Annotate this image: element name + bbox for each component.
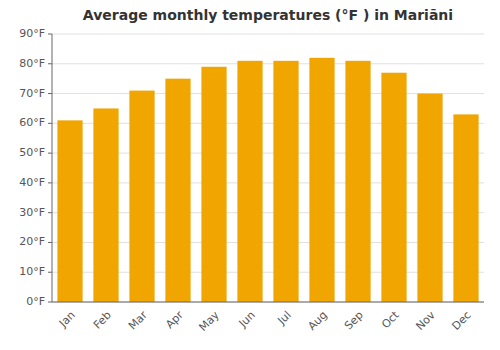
- y-axis-line: [52, 34, 53, 302]
- y-tick: [48, 182, 52, 183]
- bar: [201, 67, 226, 302]
- bar: [165, 79, 190, 302]
- y-tick-label: 90°F: [19, 27, 45, 40]
- chart: 0°F 10°F 20°F 30°F 40°F 50°F 60°F 70°F 80°F 90°F J…: [0, 0, 500, 350]
- x-tick-label: Oct: [379, 308, 402, 331]
- grid-line: [52, 34, 484, 35]
- x-axis: Jan Feb Mar Apr May Jun Jul Aug Sep Oct Nov Dec: [52, 302, 484, 334]
- grid-line: [52, 63, 484, 64]
- x-tick-label: Mar: [126, 308, 150, 332]
- x-tick-label: Sep: [342, 309, 366, 333]
- y-tick: [48, 34, 52, 35]
- x-tick-label: Jun: [236, 309, 258, 331]
- y-tick: [48, 153, 52, 154]
- y-tick: [48, 212, 52, 213]
- x-tick-label: Aug: [305, 309, 329, 333]
- bar: [129, 91, 154, 302]
- y-tick-label: 10°F: [19, 265, 45, 278]
- y-tick-label: 60°F: [19, 116, 45, 129]
- y-axis: 0°F 10°F 20°F 30°F 40°F 50°F 60°F 70°F 80°F 90°F: [19, 27, 52, 308]
- y-tick-label: 80°F: [19, 57, 45, 70]
- bar: [417, 94, 442, 302]
- x-tick-label: Nov: [413, 308, 438, 333]
- bar: [273, 61, 298, 302]
- bar: [93, 108, 118, 302]
- grid-line: [52, 302, 484, 303]
- y-tick: [48, 272, 52, 273]
- x-tick-label: Dec: [450, 309, 474, 333]
- y-tick-label: 70°F: [19, 87, 45, 100]
- title: Average monthly temperatures (°F ) in Ma…: [83, 7, 453, 23]
- y-tick-label: 20°F: [19, 235, 45, 248]
- bar: [345, 61, 370, 302]
- y-tick: [48, 242, 52, 243]
- y-tick-label: 40°F: [19, 176, 45, 189]
- y-tick-label: 30°F: [19, 206, 45, 219]
- x-tick-label: Feb: [91, 309, 114, 332]
- y-tick-label: 0°F: [26, 295, 45, 308]
- x-tick-label: Jan: [56, 309, 78, 331]
- x-tick-label: Jul: [274, 309, 293, 328]
- x-tick-label: May: [196, 308, 222, 334]
- y-tick: [48, 302, 52, 303]
- grid: [52, 34, 484, 302]
- bar: [309, 58, 334, 302]
- y-tick: [48, 123, 52, 124]
- bars: [57, 58, 478, 302]
- x-tick-label: Apr: [163, 308, 186, 331]
- y-tick: [48, 93, 52, 94]
- y-tick-label: 50°F: [19, 146, 45, 159]
- bar: [381, 73, 406, 302]
- bar: [453, 114, 478, 302]
- bar: [237, 61, 262, 302]
- bar: [57, 120, 82, 302]
- y-tick: [48, 63, 52, 64]
- chart-container: 0°F 10°F 20°F 30°F 40°F 50°F 60°F 70°F 80°F 90°F J…: [0, 0, 500, 350]
- x-axis-line: [52, 302, 484, 303]
